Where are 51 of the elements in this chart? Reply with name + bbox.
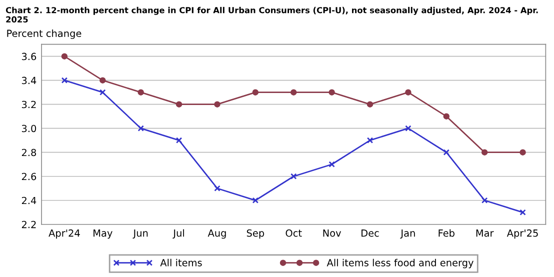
x-tick-label: Dec: [362, 230, 379, 237]
y-tick-label: 2.6: [22, 172, 36, 180]
point: [214, 101, 220, 108]
y-tick-label: 2.2: [22, 220, 36, 228]
point: [138, 89, 144, 96]
x-tick-label: Oct: [286, 229, 302, 237]
x-tick-label: Apr'24: [48, 229, 80, 239]
y-tick-label: 2.4: [22, 196, 36, 204]
point: [61, 77, 68, 84]
x-tick-label: May: [94, 230, 112, 239]
point: [290, 173, 297, 180]
point: [290, 89, 297, 96]
y-tick-label: 3.6: [22, 52, 36, 60]
x-tick-label: Apr'25: [506, 229, 538, 239]
point: [520, 209, 526, 216]
point: [252, 89, 259, 96]
point: [366, 101, 374, 108]
point: [328, 89, 335, 96]
point: [405, 89, 412, 96]
legend-label: All items: [160, 258, 202, 266]
point: [443, 113, 450, 120]
point: [214, 185, 220, 192]
point: [520, 149, 526, 156]
x-tick-label: Nov: [323, 230, 342, 237]
x-tick-label: Sep: [246, 229, 264, 239]
point: [405, 125, 412, 132]
point: [176, 137, 182, 144]
point: [176, 101, 182, 108]
y-tick-label: 3.4: [22, 76, 36, 84]
legend-label: All items less food and energy: [326, 258, 474, 268]
point: [328, 161, 335, 168]
point: [100, 89, 106, 96]
point: [252, 197, 259, 204]
y-tick-label: 3.2: [22, 100, 36, 108]
y-tick-label: 3.0: [22, 124, 36, 132]
x-tick-label: Jun: [132, 230, 148, 239]
point: [138, 125, 144, 132]
point: [443, 149, 450, 156]
point: [481, 149, 488, 156]
point: [61, 53, 68, 60]
x-tick-label: Jan: [400, 230, 415, 239]
x-tick-label: Jul: [172, 229, 184, 239]
point: [100, 77, 106, 84]
y-tick-label: 2.8: [22, 148, 36, 156]
point: [366, 137, 374, 144]
x-tick-label: Feb: [438, 229, 454, 237]
chart-title: Chart 2. 12-month percent change in CPI for All Urban Consumers (CPI-U), not seasonally adjusted, Apr. 2024 - Apr. 2025: [6, 6, 538, 23]
x-tick-label: Aug: [208, 230, 226, 239]
y-axis-title: Percent change: [7, 30, 82, 39]
point: [481, 197, 488, 204]
x-tick-label: Mar: [476, 230, 494, 237]
